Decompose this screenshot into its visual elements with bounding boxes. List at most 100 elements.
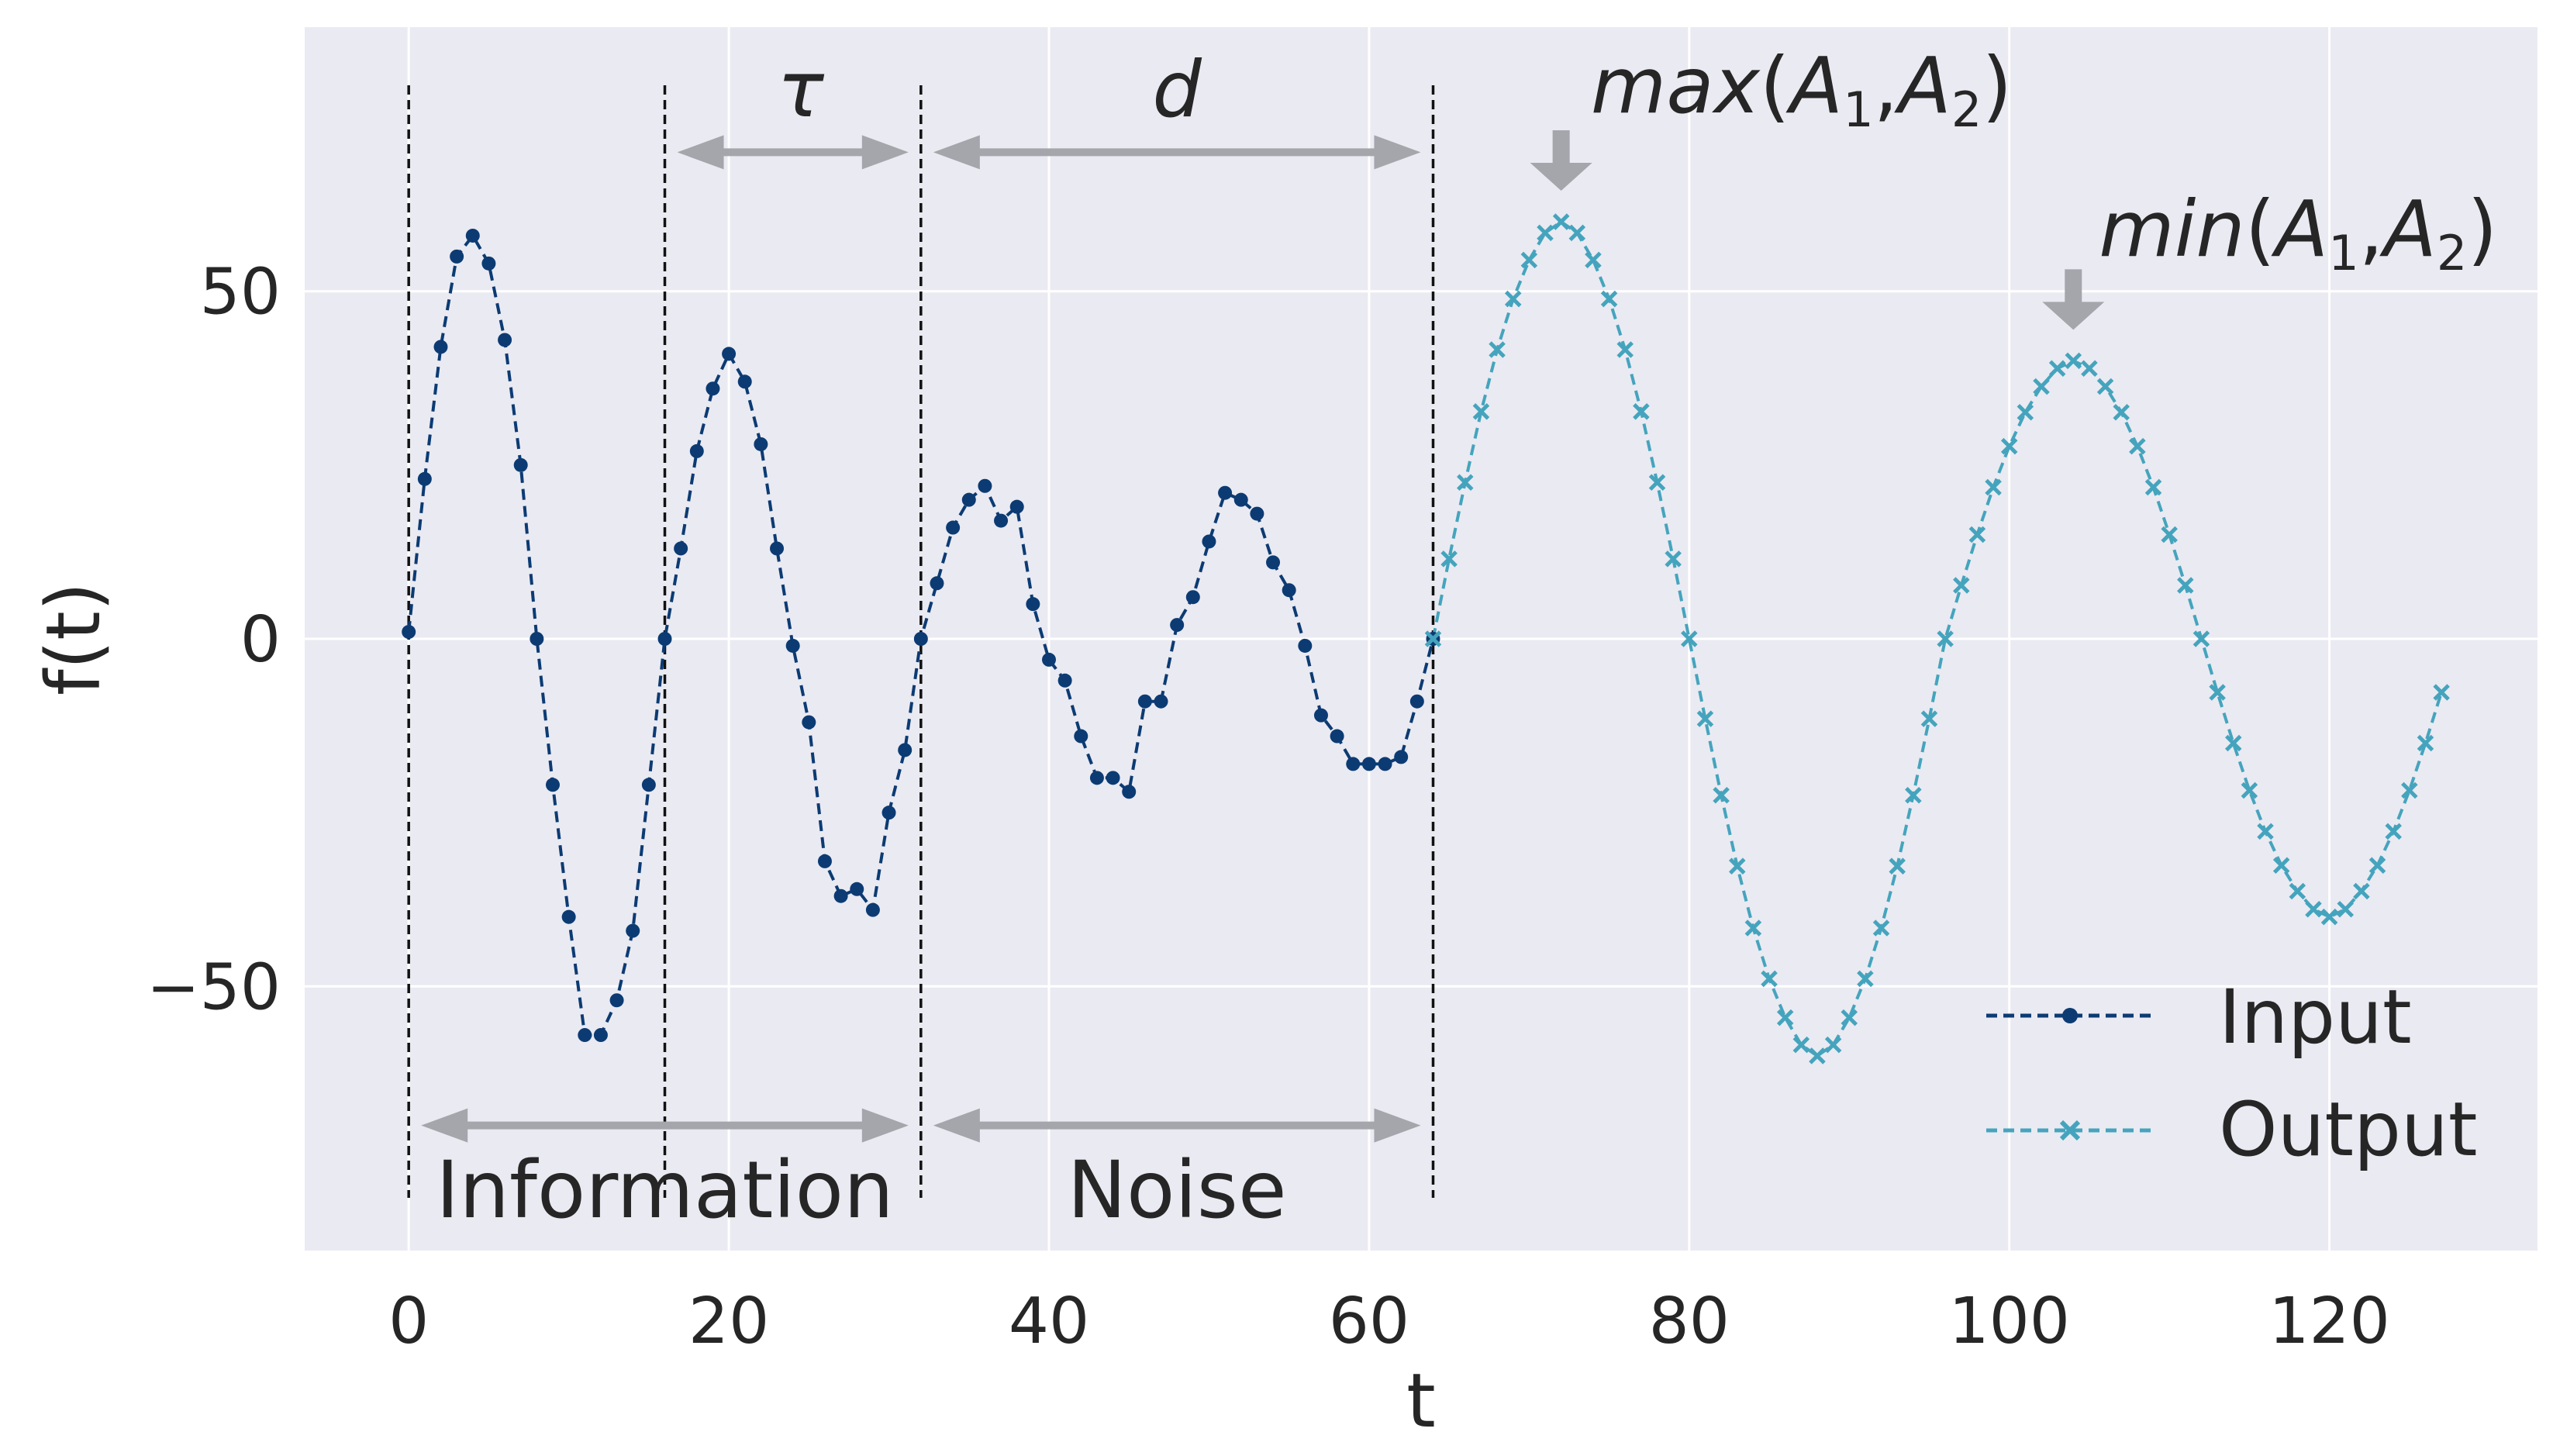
min-arrow-head bbox=[2042, 302, 2105, 330]
input-point bbox=[481, 256, 496, 271]
y-tick-labels: −50 0 50 bbox=[147, 256, 281, 1025]
legend-output-label: Output bbox=[2219, 1086, 2477, 1173]
input-point bbox=[433, 340, 448, 354]
noise-label: Noise bbox=[1068, 1144, 1287, 1237]
output-point bbox=[2368, 857, 2386, 875]
input-point bbox=[1282, 583, 1296, 598]
x-tick-label: 20 bbox=[688, 1285, 769, 1358]
input-point bbox=[1330, 729, 1344, 744]
d-arrow-head-right bbox=[1374, 135, 1421, 170]
output-point bbox=[2224, 734, 2242, 752]
output-point bbox=[1889, 857, 1906, 875]
max-arg2: A bbox=[1893, 40, 1951, 131]
output-point bbox=[2385, 823, 2402, 840]
output-point bbox=[1824, 1036, 1842, 1054]
x-tick-labels: 0 20 40 60 80 100 120 bbox=[388, 1285, 2390, 1358]
input-point bbox=[1057, 673, 1072, 688]
output-point bbox=[2401, 781, 2418, 799]
input-point bbox=[1313, 708, 1328, 723]
input-point bbox=[1089, 771, 1104, 785]
input-point bbox=[833, 888, 848, 903]
output-point bbox=[1472, 403, 1490, 420]
output-point bbox=[2241, 781, 2258, 799]
min-arg1: A bbox=[2271, 184, 2328, 274]
input-point bbox=[785, 638, 800, 653]
span-arrows bbox=[421, 130, 2105, 1143]
output-point bbox=[1905, 786, 1922, 804]
input-point bbox=[1266, 555, 1281, 570]
max-func: max bbox=[1591, 40, 1761, 131]
input-point bbox=[850, 882, 864, 896]
min-annotation-label: min(A1,A2) bbox=[2099, 184, 2497, 281]
output-point bbox=[2096, 378, 2114, 395]
min-sub2: 2 bbox=[2437, 225, 2467, 281]
d-label: d bbox=[1152, 44, 1202, 135]
output-point bbox=[1713, 786, 1730, 804]
output-point bbox=[1537, 224, 1554, 242]
output-point bbox=[1552, 213, 1570, 230]
output-point bbox=[1761, 970, 1778, 988]
information-arrow-head-left bbox=[421, 1108, 468, 1143]
input-point bbox=[1233, 492, 1248, 507]
input-point bbox=[722, 347, 737, 361]
legend-input-label: Input bbox=[2219, 974, 2412, 1061]
output-point bbox=[1440, 550, 1458, 568]
output-series-line bbox=[1431, 219, 2444, 1058]
input-point bbox=[465, 228, 480, 243]
input-point bbox=[1202, 534, 1216, 549]
separator-lines bbox=[407, 85, 1435, 1198]
tau-arrow-head-right bbox=[861, 135, 909, 170]
input-point bbox=[1218, 485, 1233, 500]
output-point bbox=[1696, 710, 1714, 727]
input-point bbox=[530, 632, 544, 646]
output-point bbox=[2192, 630, 2210, 647]
output-point bbox=[1504, 290, 1522, 308]
output-point bbox=[2337, 901, 2355, 918]
output-point bbox=[1776, 1009, 1794, 1026]
input-point bbox=[674, 541, 688, 556]
output-point bbox=[1424, 630, 1442, 647]
input-point bbox=[930, 576, 944, 591]
output-point bbox=[1937, 630, 1954, 647]
noise-arrow-head-left bbox=[933, 1108, 980, 1143]
input-point bbox=[770, 541, 785, 556]
max-sub2: 2 bbox=[1951, 81, 1982, 138]
input-point bbox=[994, 513, 1009, 528]
input-point bbox=[593, 1028, 608, 1043]
input-point bbox=[1378, 757, 1392, 771]
output-point bbox=[1968, 526, 1986, 543]
output-point bbox=[1665, 550, 1682, 568]
y-tick-label: −50 bbox=[147, 951, 281, 1024]
output-point bbox=[1648, 474, 1666, 492]
output-point bbox=[1792, 1036, 1810, 1054]
input-point bbox=[1074, 729, 1088, 744]
y-tick-label: 50 bbox=[200, 256, 281, 329]
input-point bbox=[1026, 597, 1040, 612]
input-point bbox=[898, 743, 913, 757]
output-point bbox=[1809, 1047, 1826, 1064]
x-tick-label: 60 bbox=[1329, 1285, 1409, 1358]
input-point bbox=[609, 993, 624, 1008]
input-point bbox=[546, 778, 560, 792]
input-point bbox=[946, 520, 961, 535]
input-point bbox=[1250, 506, 1264, 521]
min-sub1: 1 bbox=[2328, 225, 2358, 281]
input-point bbox=[913, 632, 928, 646]
input-point bbox=[402, 625, 416, 640]
d-arrow-head-left bbox=[933, 135, 980, 170]
y-axis-label: f(t) bbox=[30, 582, 117, 695]
output-point bbox=[2017, 403, 2034, 421]
input-point bbox=[657, 632, 672, 646]
output-point bbox=[2033, 378, 2050, 395]
input-point bbox=[689, 443, 704, 458]
input-point bbox=[1298, 638, 1313, 653]
input-point bbox=[1042, 652, 1056, 667]
input-point bbox=[578, 1028, 592, 1043]
output-point bbox=[2289, 882, 2306, 900]
output-point bbox=[2113, 403, 2130, 421]
information-arrow-head-right bbox=[861, 1108, 909, 1143]
input-point bbox=[1154, 694, 1168, 709]
output-point bbox=[1857, 970, 1874, 988]
